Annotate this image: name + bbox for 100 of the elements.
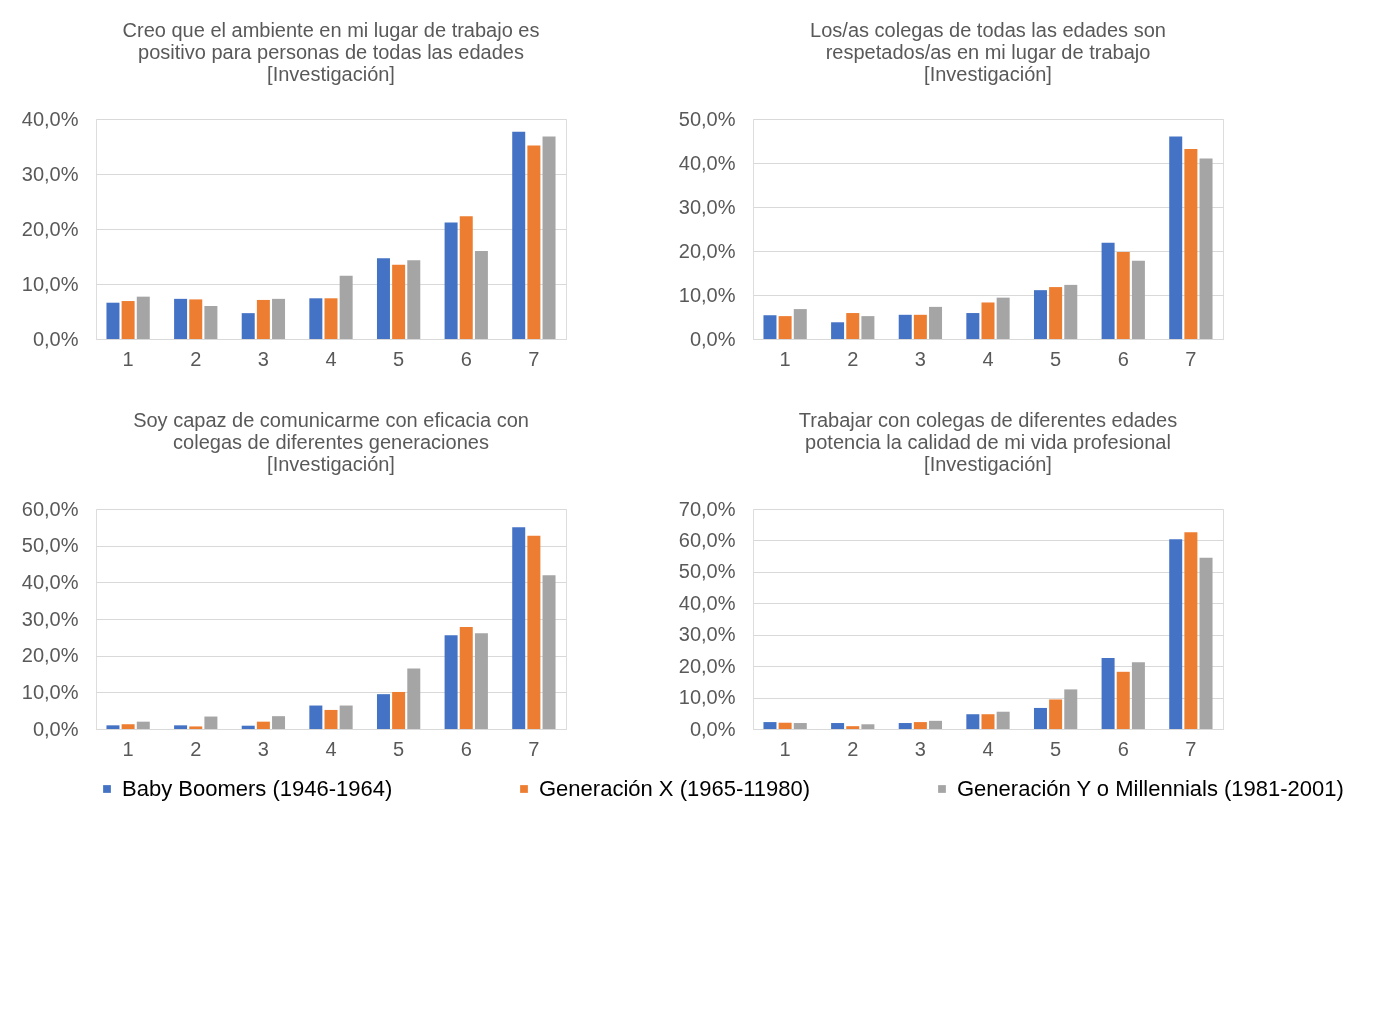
bar xyxy=(1184,148,1198,339)
bar xyxy=(929,306,943,339)
bar xyxy=(1064,284,1078,339)
bar xyxy=(204,306,218,339)
bar xyxy=(204,716,218,729)
x-tick-label: 3 xyxy=(257,737,269,760)
bar xyxy=(241,313,255,339)
bar xyxy=(106,302,120,339)
bar xyxy=(272,716,286,729)
bar xyxy=(981,714,995,729)
y-tick-label: 10,0% xyxy=(678,686,736,709)
bar xyxy=(913,314,927,339)
bar xyxy=(189,726,203,729)
x-tick-label: 2 xyxy=(847,347,859,370)
y-tick-label: 70,0% xyxy=(678,497,736,520)
bar xyxy=(324,298,338,339)
bar xyxy=(763,722,777,729)
bar xyxy=(1199,158,1213,339)
x-tick-label: 5 xyxy=(393,347,405,370)
x-tick-label: 3 xyxy=(914,737,926,760)
bar xyxy=(1169,136,1183,339)
bar xyxy=(324,709,338,729)
bar xyxy=(512,527,526,729)
y-tick-label: 40,0% xyxy=(21,570,79,593)
x-tick-label: 2 xyxy=(190,347,202,370)
x-tick-label: 7 xyxy=(1185,347,1197,370)
bar xyxy=(966,714,980,729)
x-tick-label: 7 xyxy=(1185,737,1197,760)
bar xyxy=(474,251,488,339)
bar xyxy=(174,725,188,729)
bar xyxy=(512,131,526,339)
x-tick-label: 7 xyxy=(528,347,540,370)
bar xyxy=(898,314,912,339)
chart-title: Soy capaz de comunicarme con eficacia con colegas de diferentes generaciones [Investigación] xyxy=(133,409,529,475)
x-tick-label: 4 xyxy=(982,347,994,370)
y-tick-label: 60,0% xyxy=(678,528,736,551)
y-tick-label: 50,0% xyxy=(678,560,736,583)
bar xyxy=(407,668,421,729)
bar xyxy=(1049,287,1063,339)
y-tick-label: 20,0% xyxy=(678,239,736,262)
bar xyxy=(1049,699,1063,729)
x-tick-label: 1 xyxy=(122,347,134,370)
bar xyxy=(861,316,875,339)
y-tick-label: 60,0% xyxy=(21,497,79,520)
bar xyxy=(778,316,792,339)
x-tick-label: 3 xyxy=(914,347,926,370)
bar xyxy=(376,258,390,339)
y-tick-label: 10,0% xyxy=(678,283,736,306)
bar xyxy=(174,298,188,339)
bar xyxy=(459,627,473,729)
bar xyxy=(376,694,390,729)
bar xyxy=(256,721,270,729)
bar xyxy=(309,298,323,339)
bar xyxy=(1064,689,1078,729)
bar xyxy=(121,724,135,729)
bar xyxy=(1101,242,1115,339)
y-tick-label: 0,0% xyxy=(32,327,79,350)
y-tick-label: 30,0% xyxy=(21,607,79,630)
bar xyxy=(241,725,255,729)
bar xyxy=(1033,290,1047,339)
bar xyxy=(929,720,943,729)
bar xyxy=(846,313,860,339)
bar xyxy=(339,275,353,339)
y-tick-label: 20,0% xyxy=(678,654,736,677)
x-tick-label: 1 xyxy=(779,347,791,370)
bar xyxy=(966,313,980,339)
y-tick-label: 30,0% xyxy=(21,162,79,185)
bar xyxy=(527,145,541,339)
bar xyxy=(1033,707,1047,729)
y-tick-label: 0,0% xyxy=(689,327,736,350)
bar xyxy=(527,535,541,729)
x-tick-label: 4 xyxy=(325,737,337,760)
x-tick-label: 1 xyxy=(779,737,791,760)
bar xyxy=(136,296,150,339)
x-tick-label: 2 xyxy=(190,737,202,760)
bar xyxy=(996,711,1010,729)
bar xyxy=(1116,251,1130,339)
x-tick-label: 6 xyxy=(460,737,472,760)
legend-label: Generación Y o Millennials (1981-2001) xyxy=(957,776,1344,801)
bar xyxy=(392,264,406,339)
bar xyxy=(272,298,286,339)
bar xyxy=(1169,539,1183,729)
x-tick-label: 1 xyxy=(122,737,134,760)
y-tick-label: 40,0% xyxy=(678,151,736,174)
y-tick-label: 0,0% xyxy=(32,717,79,740)
x-tick-label: 2 xyxy=(847,737,859,760)
bar xyxy=(106,725,120,729)
y-tick-label: 10,0% xyxy=(21,272,79,295)
x-tick-label: 7 xyxy=(528,737,540,760)
y-tick-label: 20,0% xyxy=(21,217,79,240)
bar xyxy=(1131,662,1145,729)
bar xyxy=(474,633,488,729)
y-tick-label: 0,0% xyxy=(689,717,736,740)
x-tick-label: 5 xyxy=(1050,347,1062,370)
bar xyxy=(898,723,912,729)
bar xyxy=(861,724,875,729)
legend-label: Generación X (1965-11980) xyxy=(539,776,811,801)
bar xyxy=(793,309,807,339)
bar xyxy=(121,301,135,339)
bar xyxy=(136,721,150,729)
